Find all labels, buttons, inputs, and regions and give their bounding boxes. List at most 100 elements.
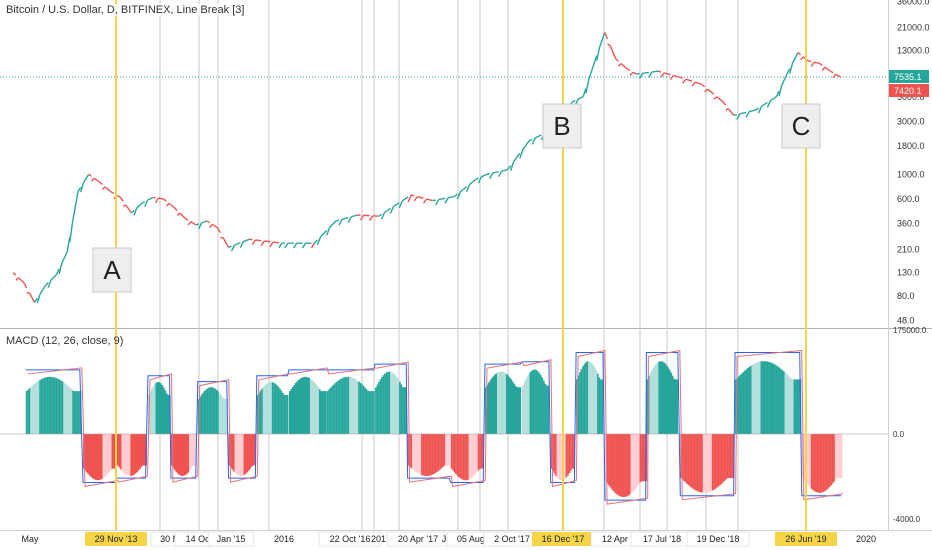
price-segment [138,202,143,207]
macd-histogram-bar [352,377,354,434]
macd-histogram-bar [780,368,782,434]
macd-histogram-bar [393,373,395,434]
price-segment [407,194,412,203]
price-segment [477,176,482,184]
macd-histogram-bar [256,395,259,434]
macd-histogram-bar [102,434,105,479]
macd-histogram-bar [367,390,369,434]
price-segment [707,88,712,93]
macd-histogram-bar [410,434,413,469]
price-tick-label: 1000.0 [897,169,925,179]
macd-histogram-bar [676,379,678,434]
price-segment [136,205,140,209]
macd-histogram-bar [564,434,566,479]
macd-histogram-bar [507,375,510,434]
macd-histogram-bar [765,361,767,434]
price-tick-label: 36000.0 [897,0,930,7]
price-segment [459,188,464,193]
macd-histogram-bar [594,367,596,434]
price-segment [378,213,382,217]
macd-histogram-bar [541,377,544,434]
macd-histogram-bar [701,434,703,493]
macd-histogram-bar [400,384,403,434]
macd-histogram-bar [641,434,643,482]
macd-histogram-bar [422,434,425,476]
price-segment [214,225,218,229]
macd-histogram-bar [757,362,760,434]
macd-histogram-bar [161,384,164,434]
macd-histogram-bar [442,434,444,468]
time-axis-label: 16 Dec '17 [542,534,585,544]
macd-histogram-bar [792,379,794,434]
macd-histogram-bar [588,361,590,434]
macd-histogram-bar [450,434,453,469]
macd-histogram-bar [353,378,356,434]
macd-histogram-bar [698,434,700,492]
price-segment [99,181,103,186]
macd-histogram-bar [806,434,808,485]
price-segment [313,239,318,244]
macd-histogram-bar [477,434,480,471]
price-segment [739,112,744,115]
price-segment [752,109,756,112]
price-segment [522,144,527,150]
price-segment [519,148,524,159]
macd-histogram-bar [391,372,394,434]
price-segment [716,96,721,100]
macd-histogram-bar [128,434,131,476]
macd-histogram-bar [565,434,568,478]
macd-histogram-bar [705,434,708,493]
price-segment [85,173,90,180]
macd-histogram-bar [816,434,819,493]
price-segment [704,88,709,93]
macd-histogram-bar [265,383,268,434]
price-segment [71,206,77,222]
macd-histogram-bar [208,387,210,434]
price-segment [453,193,458,198]
price-segment [590,63,595,72]
macd-histogram-bar [809,434,811,488]
price-segment [206,220,211,224]
macd-histogram-bar [567,434,569,476]
price-segment [660,72,665,78]
macd-histogram-bar [597,373,599,434]
macd-histogram-bar [291,386,294,434]
price-segment [55,268,60,275]
macd-histogram-bar [498,371,501,434]
macd-histogram-bar [546,385,548,434]
macd-histogram-bar [825,434,828,490]
price-segment [489,172,494,180]
macd-histogram-bar [471,434,474,477]
price-tick-label: 600.0 [897,194,920,204]
price-segment [722,101,727,106]
macd-histogram-bar [553,434,556,474]
macd-histogram-bar [464,434,466,481]
price-segment [125,204,130,210]
macd-histogram-bar [139,434,142,469]
price-segment [404,196,409,200]
macd-histogram-bar [407,434,410,466]
macd-histogram-bar [760,361,763,434]
macd-histogram-bar [759,361,761,434]
macd-histogram-bar [164,390,167,434]
macd-histogram-bar [439,434,441,470]
price-segment [171,205,175,209]
macd-histogram-bar [617,434,619,496]
macd-histogram-bar [646,379,648,434]
price-segment [632,71,637,75]
price-segment [154,197,159,204]
macd-histogram-bar [370,391,372,434]
macd-histogram-bar [133,434,136,475]
macd-histogram-bar [437,434,440,471]
macd-histogram-bar [828,434,831,488]
macd-histogram-bar [683,434,685,482]
macd-histogram-bar [337,380,339,434]
macd-histogram-bar [384,373,386,434]
macd-histogram-bar [681,434,684,480]
price-segment [778,85,783,97]
macd-histogram-bar [331,386,333,434]
price-tick-label: 130.0 [897,268,920,278]
macd-histogram-bar [45,377,47,434]
macd-histogram-bar [577,375,580,434]
